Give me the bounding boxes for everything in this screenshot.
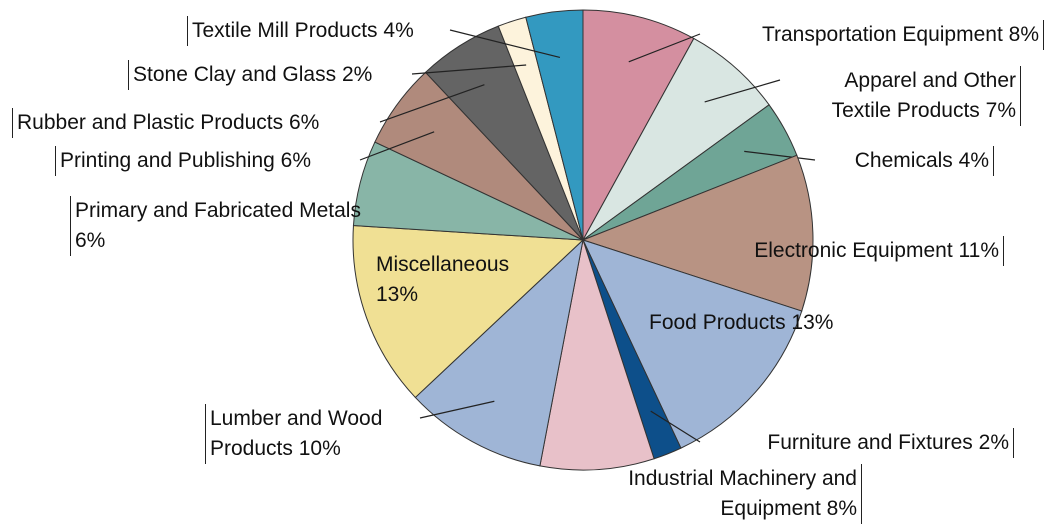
slice-label: Food Products 13% <box>645 308 853 338</box>
value-label: 11% <box>958 239 999 262</box>
slice-label: Electronic Equipment 11% <box>690 236 1004 266</box>
value-label: 10% <box>298 437 341 460</box>
category-name: Rubber and Plastic Products <box>17 111 284 134</box>
value-label: 6% <box>75 229 106 252</box>
leader-line <box>744 150 816 161</box>
category-name: Lumber and Wood Products <box>210 407 383 460</box>
leader-line <box>704 79 781 103</box>
leader-line <box>359 131 435 161</box>
pie-slice <box>581 154 814 312</box>
leader-line <box>449 29 561 59</box>
slice-label: Apparel and Other Textile Products 7% <box>780 66 1021 126</box>
slice-label: Primary and Fabricated Metals 6% <box>70 196 369 256</box>
value-label: 2% <box>341 63 373 86</box>
leader-line <box>411 64 527 75</box>
category-name: Chemicals <box>854 149 953 172</box>
category-name: Textile Mill Products <box>192 19 378 42</box>
pie-slice <box>352 225 585 399</box>
value-label: 4% <box>383 19 414 42</box>
slice-label: Chemicals 4% <box>815 146 994 176</box>
slice-label: Furniture and Fixtures 2% <box>700 428 1014 458</box>
value-label: 13% <box>791 311 834 334</box>
slice-label: Lumber and Wood Products 10% <box>205 404 454 464</box>
value-label: 6% <box>288 111 320 134</box>
pie-slice <box>582 239 803 449</box>
pie-slice <box>582 9 695 241</box>
value-label: 7% <box>985 99 1016 122</box>
slice-label: Textile Mill Products 4% <box>187 16 461 46</box>
slice-label: Rubber and Plastic Products 6% <box>12 108 391 138</box>
leader-line <box>379 84 485 123</box>
value-label: 4% <box>958 149 989 172</box>
category-name: Printing and Publishing <box>60 149 275 172</box>
pie-slice <box>582 37 770 241</box>
slice-label: Printing and Publishing 6% <box>55 146 374 176</box>
leader-line <box>419 400 495 419</box>
value-label: 8% <box>826 497 857 520</box>
pie-slice <box>539 239 655 471</box>
leader-line <box>650 410 701 443</box>
category-name: Primary and Fabricated Metals <box>75 199 361 222</box>
leader-line <box>628 33 701 63</box>
category-name: Electronic Equipment <box>754 239 953 262</box>
value-label: 13% <box>376 283 419 306</box>
category-name: Transportation Equipment <box>761 23 1003 46</box>
value-label: 2% <box>978 431 1009 454</box>
value-label: 8% <box>1008 23 1039 46</box>
category-name: Miscellaneous <box>376 253 510 276</box>
slice-label: Industrial Machinery and Equipment 8% <box>608 464 862 524</box>
category-name: Industrial Machinery and Equipment <box>628 467 857 520</box>
pie-slice <box>525 9 584 241</box>
category-name: Furniture and Fixtures <box>767 431 973 454</box>
slice-label: Transportation Equipment 8% <box>700 20 1044 50</box>
slice-label: Miscellaneous 13% <box>372 250 560 310</box>
category-name: Apparel and Other Textile Products <box>831 69 1016 122</box>
value-label: 6% <box>280 149 312 172</box>
category-name: Stone Clay and Glass <box>133 63 337 86</box>
category-name: Food Products <box>649 311 786 334</box>
slice-label: Stone Clay and Glass 2% <box>128 60 422 90</box>
